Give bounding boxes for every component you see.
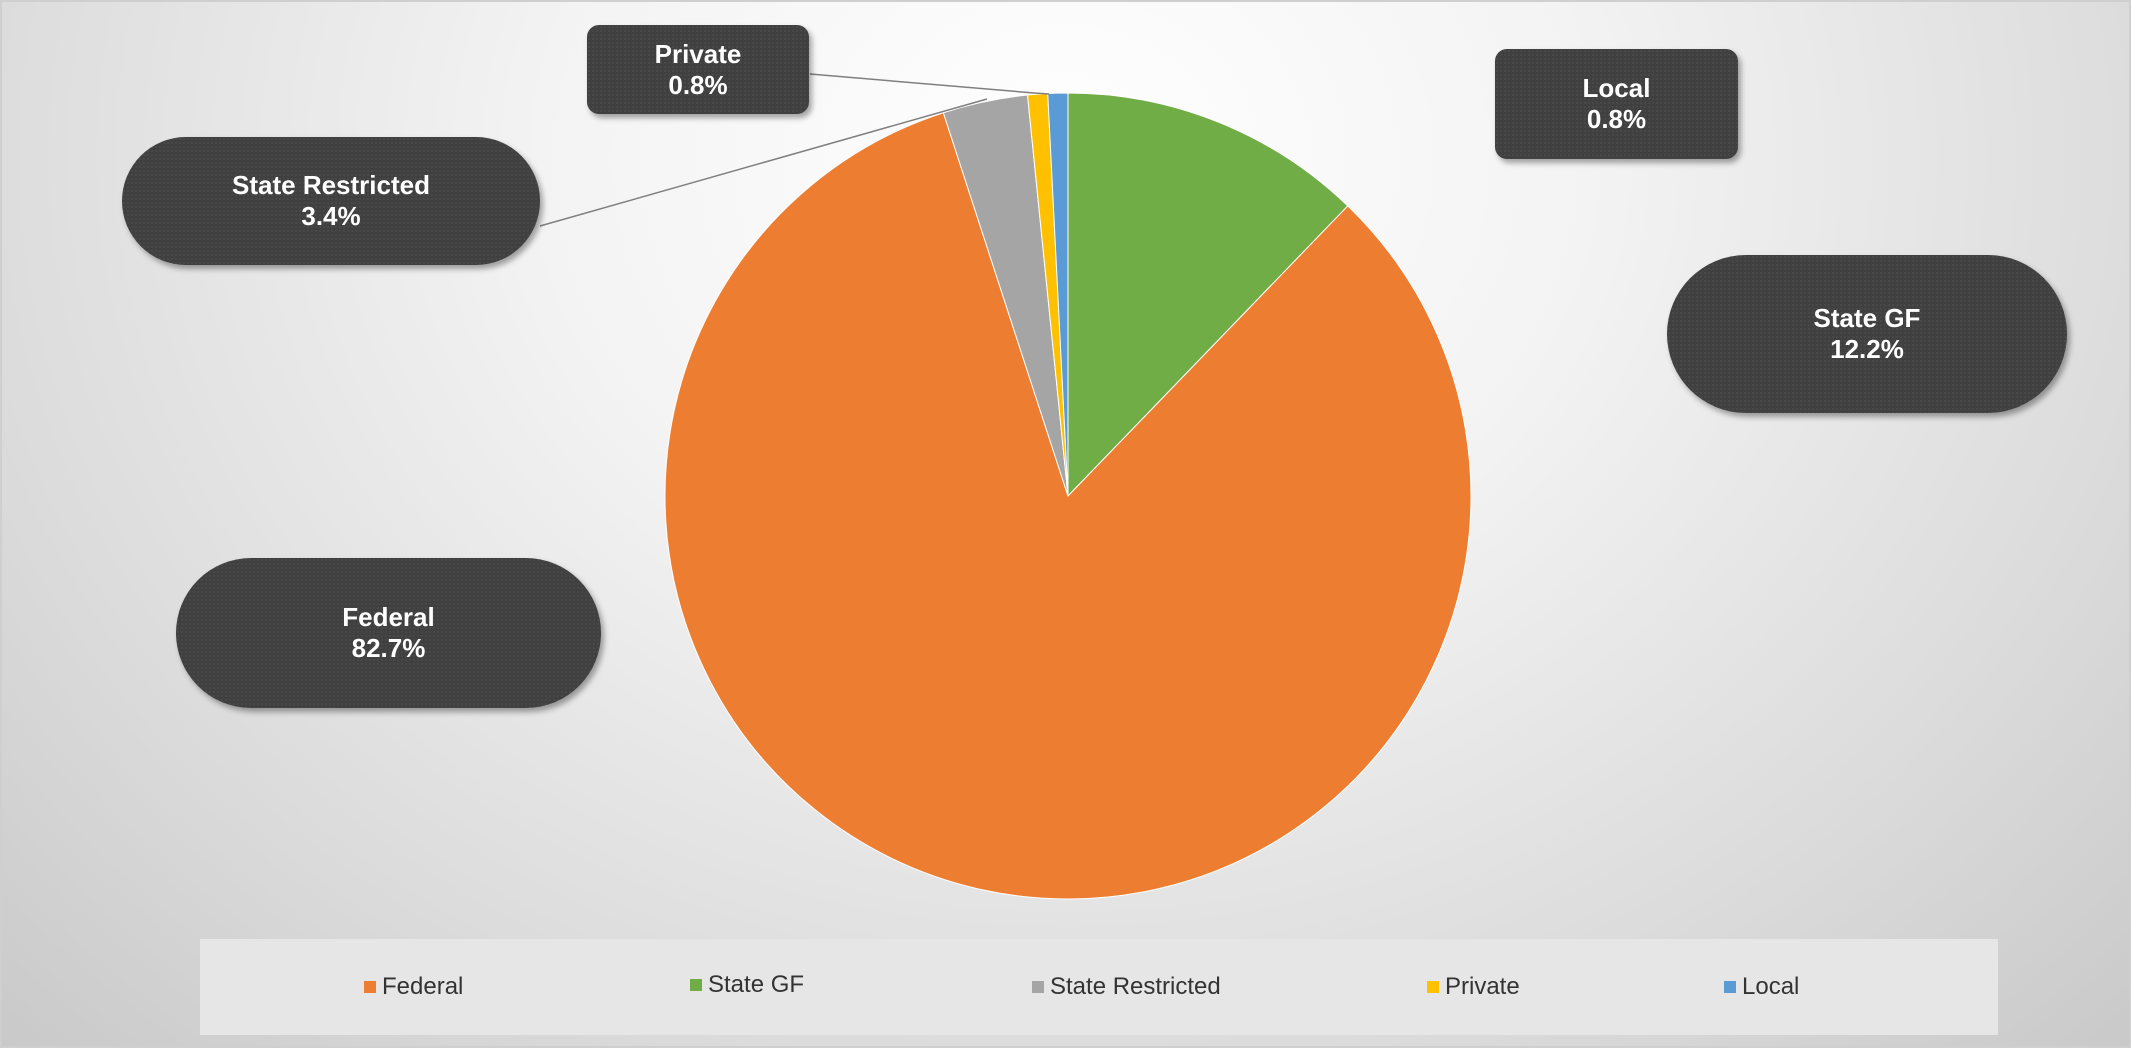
data-label-state-restricted-value: 3.4%: [301, 201, 361, 231]
leader-line-state-restricted: [539, 98, 988, 227]
legend-label-private: Private: [1445, 973, 1520, 1000]
pie-slice-state-gf: [1067, 92, 1349, 498]
data-label-federal-name: Federal: [342, 602, 435, 632]
legend-swatch-state-restricted: [1032, 981, 1044, 993]
legend-swatch-federal: [364, 981, 376, 993]
legend-label-local: Local: [1742, 973, 1800, 1000]
legend-label-state-restricted: State Restricted: [1050, 973, 1221, 1000]
leader-line-private: [809, 73, 1050, 95]
data-label-state-gf-value: 12.2%: [1830, 334, 1904, 364]
legend-swatch-local: [1724, 981, 1736, 993]
legend-item-private: Private: [1427, 973, 1520, 1001]
data-label-private: Private 0.8%: [587, 25, 809, 114]
legend-item-federal: Federal: [364, 973, 463, 1001]
legend: Federal State GF State Restricted Privat…: [200, 939, 1998, 1035]
legend-label-federal: Federal: [382, 973, 464, 1000]
pie-slices: [664, 92, 1472, 900]
data-label-private-name: Private: [654, 38, 742, 69]
data-label-local-name: Local: [1582, 73, 1651, 103]
pie-slice-federal: [664, 112, 1472, 900]
data-label-local-value: 0.8%: [1586, 104, 1647, 134]
data-label-state-gf-name: State GF: [1813, 303, 1921, 333]
legend-label-state-gf: State GF: [708, 971, 805, 998]
data-label-state-gf: State GF 12.2%: [1667, 255, 2067, 413]
legend-swatch-state-gf: [690, 979, 702, 991]
data-label-state-restricted-name: State Restricted: [232, 170, 430, 200]
data-label-private-value: 0.8%: [668, 69, 728, 100]
data-label-federal-value: 82.7%: [351, 633, 426, 663]
legend-item-state-restricted: State Restricted: [1032, 973, 1221, 1001]
data-label-state-restricted: State Restricted 3.4%: [122, 137, 540, 265]
legend-swatch-private: [1427, 981, 1439, 993]
legend-item-local: Local: [1724, 973, 1799, 1001]
legend-item-state-gf: State GF: [690, 971, 804, 999]
data-label-local: Local 0.8%: [1495, 49, 1738, 159]
data-label-federal: Federal 82.7%: [176, 558, 601, 708]
